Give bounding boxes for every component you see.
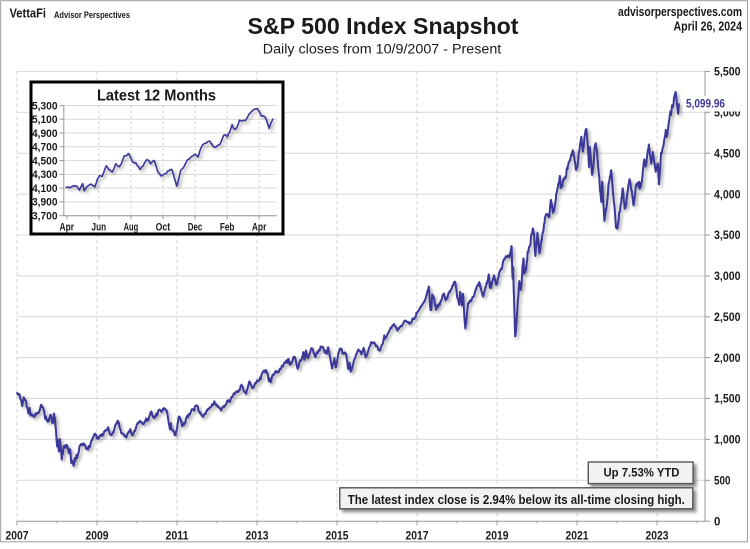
svg-text:advisorperspectives.com: advisorperspectives.com (618, 5, 742, 19)
svg-text:2009: 2009 (86, 531, 109, 543)
svg-text:3,700: 3,700 (32, 211, 58, 223)
svg-text:5,099.96: 5,099.96 (686, 97, 725, 111)
svg-text:0: 0 (714, 516, 720, 528)
svg-text:5,100: 5,100 (32, 114, 58, 126)
svg-text:VettaFi: VettaFi (10, 7, 47, 21)
svg-text:4,900: 4,900 (32, 128, 58, 140)
svg-text:1,500: 1,500 (714, 394, 741, 406)
svg-text:2017: 2017 (406, 531, 429, 543)
svg-text:3,000: 3,000 (714, 271, 741, 283)
svg-text:4,700: 4,700 (32, 142, 58, 154)
svg-text:Jun: Jun (92, 222, 107, 234)
svg-text:2021: 2021 (566, 531, 590, 543)
svg-text:5,300: 5,300 (32, 100, 58, 112)
svg-text:Up 7.53% YTD: Up 7.53% YTD (604, 466, 680, 480)
svg-text:Oct: Oct (156, 222, 171, 234)
svg-text:500: 500 (714, 476, 731, 488)
svg-text:Daily closes from 10/9/2007 -: Daily closes from 10/9/2007 - Present (263, 42, 502, 57)
svg-text:4,300: 4,300 (32, 169, 58, 181)
svg-text:4,500: 4,500 (32, 155, 58, 167)
svg-text:3,900: 3,900 (32, 197, 58, 209)
svg-text:4,500: 4,500 (714, 148, 741, 160)
svg-text:5,500: 5,500 (714, 67, 741, 79)
svg-text:Dec: Dec (188, 222, 203, 234)
svg-text:Aug: Aug (124, 222, 139, 234)
svg-text:The latest index close is 2.94: The latest index close is 2.94% below it… (348, 492, 685, 507)
svg-text:4,100: 4,100 (32, 183, 58, 195)
svg-text:April 26, 2024: April 26, 2024 (674, 20, 743, 34)
svg-text:2,000: 2,000 (714, 353, 741, 365)
svg-text:4,000: 4,000 (714, 189, 741, 201)
svg-text:2013: 2013 (246, 531, 269, 543)
svg-text:Apr: Apr (60, 222, 75, 234)
svg-text:2011: 2011 (166, 531, 190, 543)
svg-text:3,500: 3,500 (714, 230, 741, 242)
svg-text:Latest 12 Months: Latest 12 Months (97, 88, 216, 105)
svg-text:2007: 2007 (6, 531, 29, 543)
svg-text:2023: 2023 (646, 531, 669, 543)
svg-text:2,500: 2,500 (714, 312, 741, 324)
svg-text:Feb: Feb (220, 222, 235, 234)
svg-text:S&P 500 Index Snapshot: S&P 500 Index Snapshot (248, 13, 519, 39)
svg-text:1,000: 1,000 (714, 435, 741, 447)
svg-text:2019: 2019 (486, 531, 509, 543)
svg-text:Apr: Apr (252, 222, 267, 234)
svg-text:Advisor Perspectives: Advisor Perspectives (54, 10, 130, 21)
svg-text:2015: 2015 (326, 531, 350, 543)
